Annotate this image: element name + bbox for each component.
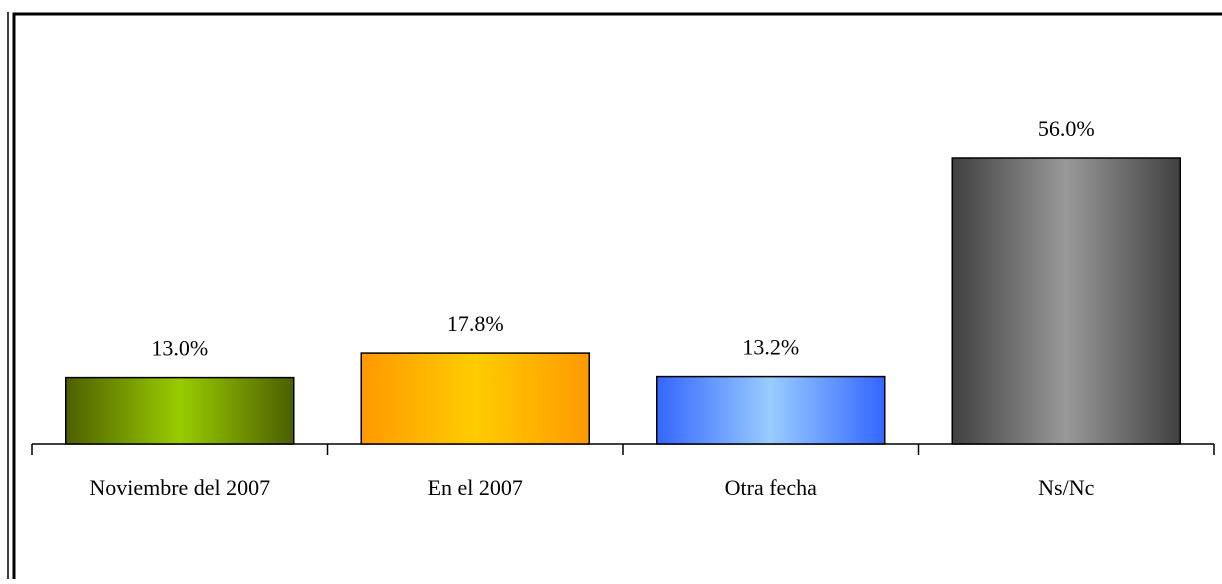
bar — [951, 157, 1181, 445]
value-label: 56.0% — [1038, 116, 1095, 141]
x-tick-label: En el 2007 — [428, 475, 523, 500]
bar — [656, 375, 886, 445]
x-tick-label: Noviembre del 2007 — [89, 475, 270, 500]
value-label: 13.2% — [742, 335, 799, 360]
chart-frame — [12, 12, 1222, 584]
value-label: 17.8% — [447, 311, 504, 336]
x-tick-label: Ns/Nc — [1038, 475, 1094, 500]
bar — [360, 352, 590, 445]
x-tick-label: Otra fecha — [725, 475, 817, 500]
value-label: 13.0% — [151, 336, 208, 361]
bar — [65, 376, 295, 445]
